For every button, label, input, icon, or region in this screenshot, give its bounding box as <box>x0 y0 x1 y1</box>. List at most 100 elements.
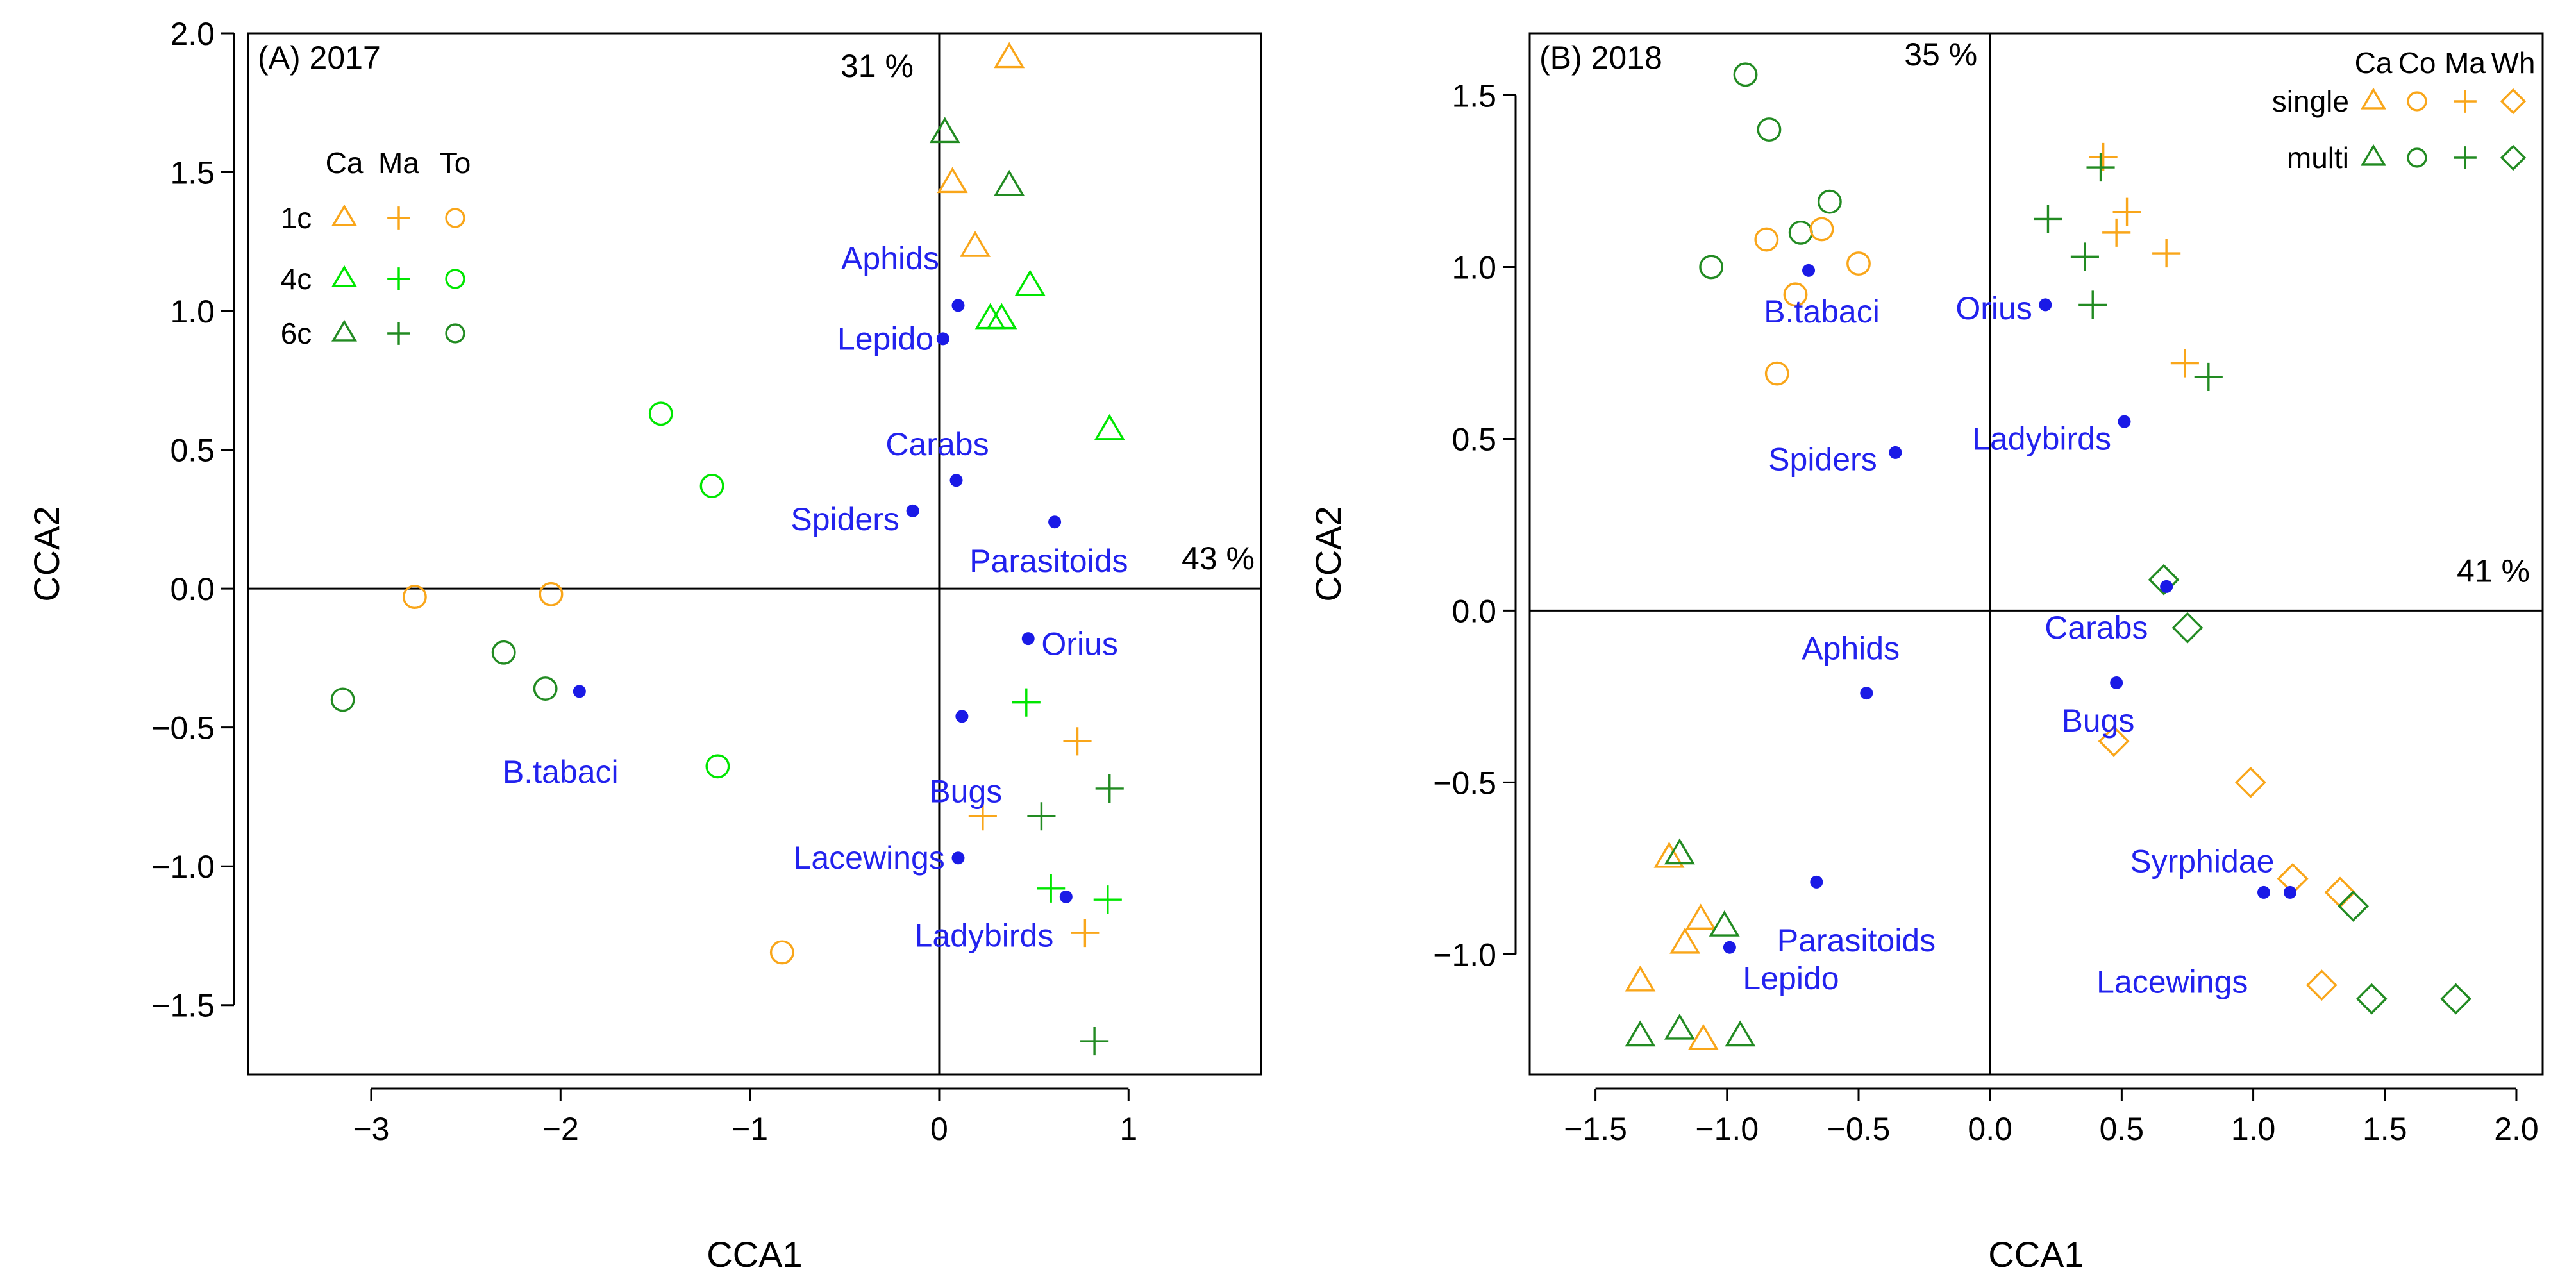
sample-point-ma-6c <box>1080 1026 1109 1056</box>
legend-row-label: 6c <box>281 317 312 350</box>
legend-row-label: single <box>2272 85 2349 118</box>
species-label: Parasitoids <box>969 543 1128 579</box>
sample-point-wh-multi <box>2355 983 2388 1015</box>
legend-column-header: Ma <box>378 146 419 180</box>
sample-point-to-6c <box>533 676 558 701</box>
sample-point-ca-1c <box>937 167 968 194</box>
sample-points <box>1625 62 2472 1050</box>
sample-point-to-4c <box>648 401 673 426</box>
legend-column-header: Co <box>2398 46 2436 79</box>
sample-point-ma-single <box>2170 349 2199 378</box>
sample-point-ca-1c <box>994 42 1025 69</box>
sample-point-to-1c <box>539 581 564 606</box>
sample-point-co-multi <box>1733 62 1758 87</box>
sample-point-ma-multi <box>2086 153 2115 182</box>
sample-point-ca-6c <box>929 117 960 144</box>
species-point <box>573 685 586 698</box>
y-tick-label: 1.0 <box>170 294 215 330</box>
legend: Ca Ma To 1c 4c 6c <box>281 146 471 350</box>
species-label: Spiders <box>790 501 899 537</box>
sample-point-ca-multi <box>1725 1020 1756 1047</box>
species-label: Lacewings <box>2096 964 2248 999</box>
sample-point-ma-multi <box>2070 242 2099 271</box>
plot-frame <box>247 32 1262 1076</box>
sample-point-wh-multi <box>2440 983 2472 1015</box>
y-tick-label: 2.0 <box>170 16 215 52</box>
x-tick-label: 0.0 <box>1968 1111 2012 1147</box>
sample-point-wh-multi <box>2171 612 2204 644</box>
sample-point-ca-single <box>1669 927 1701 954</box>
sample-points <box>330 42 1125 1056</box>
x-tick-label: 1.5 <box>2363 1111 2407 1147</box>
x-tick-label: 0.5 <box>2100 1111 2145 1147</box>
sample-point-co-multi <box>1817 189 1842 214</box>
sample-point-to-4c <box>705 754 730 779</box>
species-point <box>906 504 919 517</box>
y-tick-label: 0.0 <box>170 571 215 607</box>
sample-point-co-single <box>1846 251 1871 276</box>
species-point <box>1059 890 1073 903</box>
x-tick-label: 0 <box>930 1111 948 1147</box>
sample-point-ma-4c <box>1012 688 1041 717</box>
legend-column-header: To <box>440 146 471 180</box>
sample-point-ma-4c <box>1037 874 1066 903</box>
legend-marker <box>387 206 410 230</box>
legend: Ca Co Ma Wh single multi <box>2272 46 2536 174</box>
species-point <box>1021 632 1035 646</box>
sample-point-ca-6c <box>994 169 1025 196</box>
legend-marker <box>2454 90 2477 113</box>
sample-point-ma-6c <box>1095 774 1124 803</box>
legend-row-label: multi <box>2287 141 2349 174</box>
y-axis-title: CCA2 <box>26 506 67 601</box>
sample-point-co-multi <box>1699 255 1724 280</box>
sample-point-co-single <box>1783 282 1808 307</box>
sample-point-ca-multi <box>1625 1020 1656 1047</box>
x-tick-label: −3 <box>353 1111 389 1147</box>
sample-point-ma-multi <box>2078 290 2107 319</box>
sample-point-ma-1c <box>1071 919 1100 948</box>
legend-marker <box>331 265 357 287</box>
y-tick-label: 1.5 <box>1451 78 1496 113</box>
sample-point-ca-single <box>1685 903 1716 930</box>
species-point <box>1889 446 1902 459</box>
species-label: Lepido <box>1743 960 1839 996</box>
sample-point-co-multi <box>1757 117 1782 142</box>
legend-column-header: Wh <box>2491 46 2536 79</box>
species-label: Ladybirds <box>915 917 1054 953</box>
sample-point-to-6c <box>491 640 516 665</box>
species-point <box>1048 515 1062 529</box>
inertia-cca1-label: 41 % <box>2457 553 2530 589</box>
sample-point-ma-4c <box>1093 885 1122 914</box>
sample-point-wh-single <box>2098 725 2130 757</box>
sample-point-ca-4c <box>1014 269 1046 296</box>
sample-point-ma-single <box>2112 197 2141 226</box>
species-point <box>936 332 949 346</box>
species-label: Lacewings <box>794 840 945 876</box>
species-label: Ladybirds <box>1972 421 2111 456</box>
inertia-cca1-label: 43 % <box>1182 540 1255 576</box>
sample-point-ca-multi <box>1709 910 1740 937</box>
y-tick-label: 1.0 <box>1451 249 1496 285</box>
species-label: Carabs <box>885 426 989 462</box>
species-points: Aphids Lepido Carabs Spiders Parasitoids Oriu… <box>503 240 1128 954</box>
species-point <box>2284 885 2297 899</box>
sample-point-wh-single <box>2305 969 2338 1001</box>
legend-column-header: Ma <box>2445 46 2486 79</box>
x-tick-label: −0.5 <box>1827 1111 1891 1147</box>
legend-marker <box>445 323 465 344</box>
legend-marker <box>2361 87 2386 110</box>
species-label: Orius <box>1955 290 2032 326</box>
panel-label: (A) 2017 <box>258 40 381 76</box>
sample-point-ca-4c <box>986 303 1017 330</box>
sample-point-ca-single <box>1653 841 1685 868</box>
species-label: Bugs <box>2061 703 2134 739</box>
sample-point-ca-single <box>1625 965 1656 992</box>
legend-marker <box>387 267 410 290</box>
legend-row-label: 4c <box>281 262 312 296</box>
panel-a-2017: −3 −2 −1 0 1 −1.5 −1.0 −0.5 0.0 0.5 1.0 1.5 2.0 CCA1 C… <box>26 16 1262 1275</box>
plot-frame <box>1528 32 2544 1076</box>
sample-point-to-6c <box>330 687 355 712</box>
legend-marker <box>445 269 465 289</box>
